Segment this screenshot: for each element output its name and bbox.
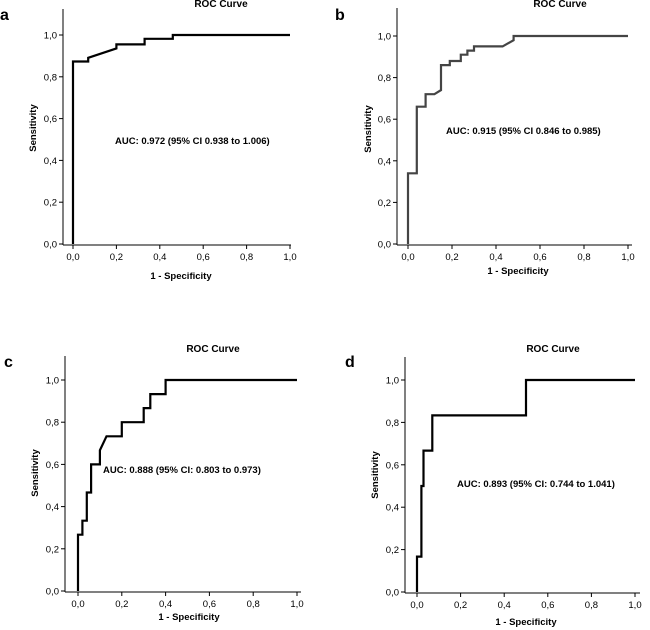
y-tick-label: 0,6	[44, 114, 57, 125]
panel-letter: b	[335, 7, 345, 24]
y-tick-label: 1,0	[44, 31, 57, 42]
y-axis-label: Sensitivity	[370, 451, 381, 499]
panel-letter: d	[345, 354, 355, 371]
y-axis-label: Sensitivity	[28, 104, 39, 152]
y-tick-label: 0,4	[46, 502, 59, 513]
x-tick-label: 0,6	[203, 599, 216, 610]
roc-panel-c: c ROC Curve 0,0 0,2 0,4 0,6 0,8 1,0 0,0 0,2 0,4 0,6…	[4, 344, 304, 623]
y-tick-label: 0,2	[46, 544, 59, 555]
roc-curve-line	[406, 34, 628, 244]
x-axis-label: 1 - Specificity	[150, 271, 212, 282]
y-tick-label: 0,6	[46, 460, 59, 471]
x-tick-label: 0,4	[489, 252, 502, 263]
roc-panel-a: a ROC Curve 0,0 0,2 0,4 0,6 0,8 1,0 0,0 0,2 0,4 0,6…	[0, 0, 297, 282]
x-tick-label: 1,0	[283, 252, 296, 263]
y-tick-label: 1,0	[386, 376, 399, 387]
y-tick-label: 0,8	[46, 418, 59, 429]
x-tick-label: 0,8	[577, 252, 590, 263]
x-tick-label: 0,2	[445, 252, 458, 263]
x-tick-label: 0,8	[585, 600, 598, 611]
y-tick-label: 0,6	[386, 460, 399, 471]
x-tick-label: 0,0	[401, 252, 414, 263]
y-axis-label: Sensitivity	[30, 449, 41, 497]
x-axis-label: 1 - Specificity	[495, 617, 557, 628]
chart-title: ROC Curve	[186, 344, 240, 355]
roc-panel-d: d ROC Curve 0,0 0,2 0,4 0,6 0,8 1,0 0,0 0,2 0,4 0,6…	[345, 344, 642, 628]
roc-curve-line	[415, 378, 635, 592]
x-tick-label: 1,0	[621, 252, 634, 263]
y-tick-label: 0,2	[378, 198, 391, 209]
auc-annotation: AUC: 0.888 (95% CI: 0.803 to 0.973)	[103, 465, 261, 476]
x-tick-label: 1,0	[290, 599, 303, 610]
x-tick-label: 0,4	[159, 599, 172, 610]
y-tick-label: 0,4	[378, 156, 391, 167]
y-tick-label: 0,2	[386, 545, 399, 556]
auc-annotation: AUC: 0.972 (95% CI 0.938 to 1.006)	[115, 136, 270, 147]
chart-title: ROC Curve	[533, 0, 587, 10]
chart-title: ROC Curve	[526, 344, 580, 355]
x-tick-label: 0,2	[115, 599, 128, 610]
x-tick-label: 0,8	[247, 599, 260, 610]
x-tick-label: 1,0	[628, 600, 641, 611]
y-tick-label: 0,0	[378, 240, 391, 251]
x-axis-label: 1 - Specificity	[158, 612, 220, 623]
panel-letter: c	[4, 354, 13, 371]
y-tick-label: 1,0	[46, 376, 59, 387]
y-tick-label: 0,8	[378, 73, 391, 84]
x-tick-label: 0,6	[533, 252, 546, 263]
y-axis-label: Sensitivity	[363, 105, 374, 153]
x-tick-label: 0,6	[541, 600, 554, 611]
x-tick-label: 0,8	[240, 252, 253, 263]
x-tick-label: 0,0	[66, 252, 79, 263]
x-tick-label: 0,6	[197, 252, 210, 263]
y-tick-label: 0,6	[378, 115, 391, 126]
roc-curve-line	[71, 33, 290, 244]
y-tick-label: 0,2	[44, 198, 57, 209]
y-tick-label: 0,4	[44, 156, 57, 167]
auc-annotation: AUC: 0.915 (95% CI 0.846 to 0.985)	[446, 126, 601, 137]
y-tick-label: 1,0	[378, 32, 391, 43]
x-axis-label: 1 - Specificity	[487, 266, 549, 277]
x-tick-label: 0,4	[153, 252, 166, 263]
y-tick-label: 0,0	[46, 587, 59, 598]
y-tick-label: 0,8	[44, 72, 57, 83]
roc-curve-line	[76, 378, 297, 591]
x-tick-label: 0,0	[410, 600, 423, 611]
chart-title: ROC Curve	[194, 0, 248, 10]
x-tick-label: 0,4	[498, 600, 511, 611]
y-tick-label: 0,0	[386, 588, 399, 599]
x-tick-label: 0,2	[110, 252, 123, 263]
x-tick-label: 0,2	[454, 600, 467, 611]
auc-annotation: AUC: 0.893 (95% CI: 0.744 to 1.041)	[457, 479, 615, 490]
roc-panel-b: b ROC Curve 0,0 0,2 0,4 0,6 0,8 1,0 0,0 0,2 0,4 0,6…	[335, 0, 635, 277]
x-tick-label: 0,0	[71, 599, 84, 610]
y-tick-label: 0,4	[386, 503, 399, 514]
y-tick-label: 0,0	[44, 240, 57, 251]
panel-letter: a	[0, 7, 9, 24]
y-tick-label: 0,8	[386, 418, 399, 429]
